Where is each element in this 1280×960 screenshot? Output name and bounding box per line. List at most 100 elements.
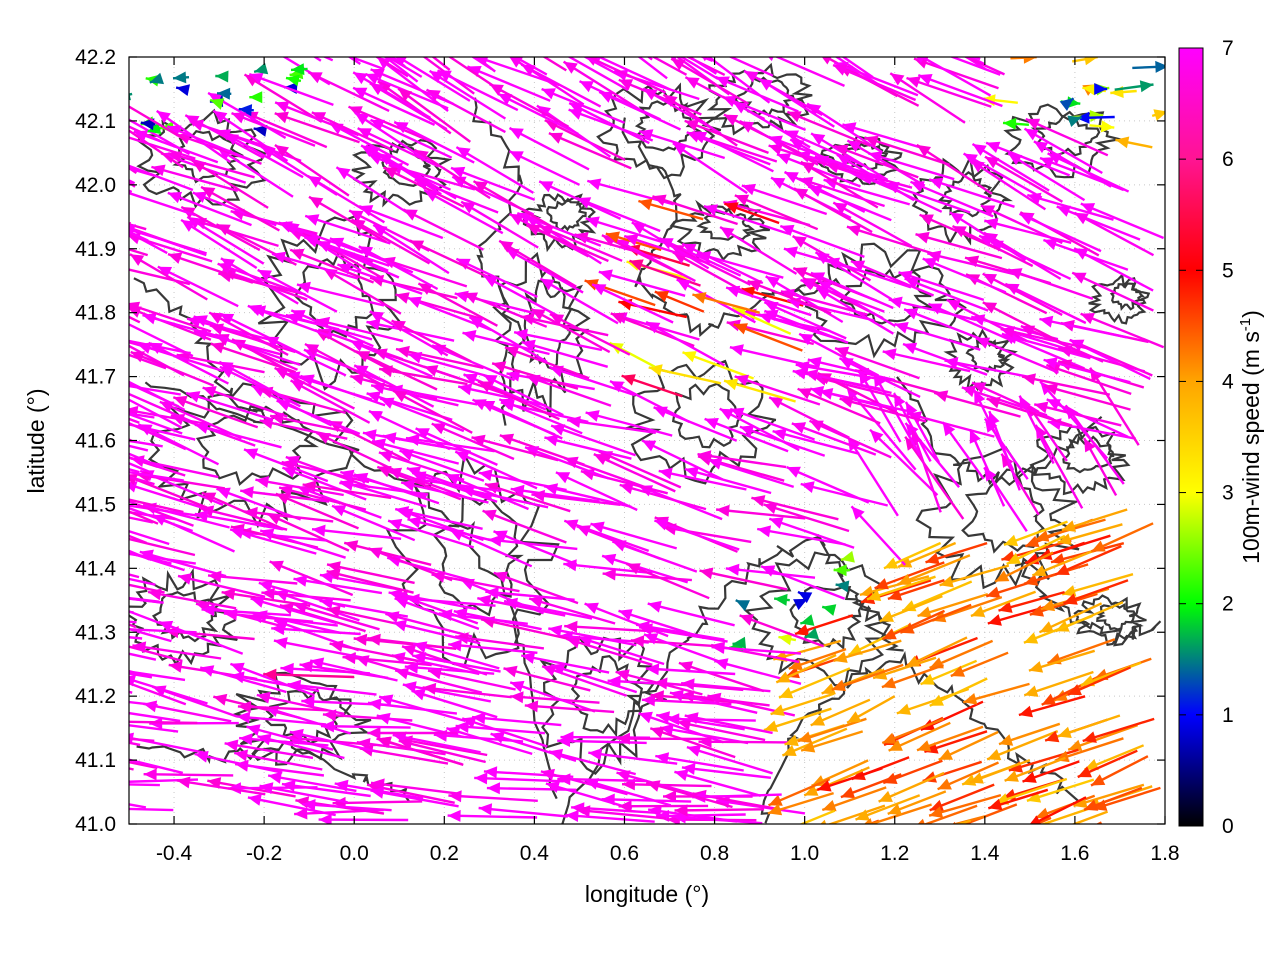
wind-vector-head: [289, 728, 304, 741]
wind-vector-head: [703, 204, 719, 216]
wind-vector: [550, 663, 638, 694]
wind-vector-shaft: [391, 319, 472, 363]
wind-vector: [819, 388, 907, 412]
wind-vector: [1063, 579, 1129, 605]
wind-vector: [916, 143, 993, 195]
wind-vector-head: [810, 272, 826, 284]
wind-vector-head: [393, 390, 408, 403]
wind-vector-shaft: [243, 73, 322, 123]
wind-vector: [889, 72, 966, 124]
wind-vector-shaft: [129, 783, 160, 787]
wind-vector-shaft: [528, 597, 616, 625]
wind-vector: [647, 600, 735, 627]
wind-vector-shaft: [129, 398, 183, 429]
wind-vector: [463, 373, 547, 411]
wind-vector-head: [529, 596, 544, 608]
wind-vector-shaft: [129, 537, 196, 557]
wind-vector: [832, 63, 917, 102]
wind-vector: [978, 234, 1061, 275]
wind-vector-head: [946, 299, 961, 311]
wind-vector-head: [542, 664, 557, 677]
wind-vector-head: [236, 711, 251, 724]
wind-vector: [516, 211, 602, 247]
wind-vector-shaft: [609, 380, 691, 424]
wind-vector-head: [671, 58, 686, 71]
wind-vector-head: [961, 385, 976, 398]
axis-ticks: -0.4 -0.2 0.0 0.2 0.4 0.6 0.8 1.0 1.2 1.4 1.6 1.841…: [75, 46, 1179, 865]
wind-vector: [152, 685, 238, 718]
wind-vector-shaft: [642, 87, 722, 135]
wind-vector-shaft: [425, 88, 506, 134]
wind-vector-head: [350, 373, 365, 386]
wind-vector: [398, 738, 486, 764]
wind-vector-shaft: [971, 142, 1050, 192]
wind-vector: [253, 62, 269, 75]
wind-vector-shaft: [699, 57, 713, 63]
wind-vector-shaft: [264, 706, 352, 735]
wind-vector-head: [521, 652, 536, 664]
wind-vector-head: [373, 348, 388, 360]
wind-vector-head: [302, 799, 316, 811]
wind-vector-head: [768, 794, 783, 806]
wind-vector-shaft: [516, 211, 602, 247]
y-tick-label: 41.8: [75, 302, 116, 325]
wind-vector-head: [810, 714, 826, 726]
wind-vector-shaft: [307, 174, 386, 224]
wind-vector-head: [801, 741, 816, 753]
wind-vector-head: [987, 614, 1002, 626]
wind-vector: [1114, 80, 1154, 93]
wind-vector-head: [1004, 770, 1019, 782]
wind-vector-head: [674, 804, 688, 817]
wind-vector-shaft: [371, 439, 460, 465]
wind-vector: [739, 614, 825, 648]
wind-vector: [400, 479, 489, 504]
wind-vector: [1083, 786, 1143, 811]
wind-vector-shaft: [223, 612, 314, 623]
wind-vector: [658, 467, 747, 491]
wind-vector-shaft: [358, 245, 439, 291]
wind-vector-head: [451, 166, 466, 179]
wind-vector-head: [395, 292, 410, 304]
wind-vector-head: [178, 573, 192, 585]
wind-vector: [406, 466, 492, 499]
wind-vector-head: [894, 322, 909, 334]
wind-vector-shaft: [645, 320, 726, 367]
wind-vector-head: [44, 334, 58, 346]
wind-vector-head: [1094, 83, 1108, 95]
wind-vector-shaft: [798, 332, 880, 377]
wind-vector-head: [170, 414, 186, 426]
wind-vector-shaft: [132, 644, 222, 660]
wind-vector: [646, 57, 653, 61]
wind-vector-head: [1023, 632, 1039, 644]
wind-vector-head: [398, 88, 413, 102]
wind-vector-head: [884, 557, 899, 569]
wind-vector: [129, 439, 163, 448]
wind-vector-head: [833, 64, 848, 76]
wind-vector-shaft: [615, 670, 703, 696]
wind-vector-head: [1065, 405, 1079, 420]
wind-vector-head: [782, 744, 797, 756]
wind-vector-shaft: [585, 57, 666, 94]
wind-vector-head: [305, 214, 320, 226]
wind-vector-shaft: [578, 636, 665, 666]
wind-vector: [1057, 345, 1146, 373]
wind-vector-shaft: [381, 257, 468, 288]
wind-vector: [485, 586, 575, 601]
wind-vector-head: [970, 605, 986, 617]
wind-vector-shaft: [129, 380, 186, 411]
wind-vector: [289, 728, 378, 753]
wind-vector-shaft: [645, 781, 733, 809]
wind-vector-shaft: [180, 218, 258, 270]
wind-vector: [791, 422, 877, 456]
wind-vector-shaft: [129, 470, 184, 482]
wind-vector-shaft: [200, 185, 280, 232]
wind-vector-shaft: [971, 381, 1055, 421]
wind-vector-shaft: [1047, 420, 1136, 440]
wind-vector-shaft: [984, 155, 1064, 203]
wind-vector: [244, 506, 334, 523]
wind-vector-shaft: [129, 506, 194, 533]
wind-vector-head: [167, 125, 182, 137]
wind-vector-shaft: [294, 808, 384, 816]
wind-vector: [1023, 127, 1103, 175]
wind-vector-head: [75, 588, 89, 600]
